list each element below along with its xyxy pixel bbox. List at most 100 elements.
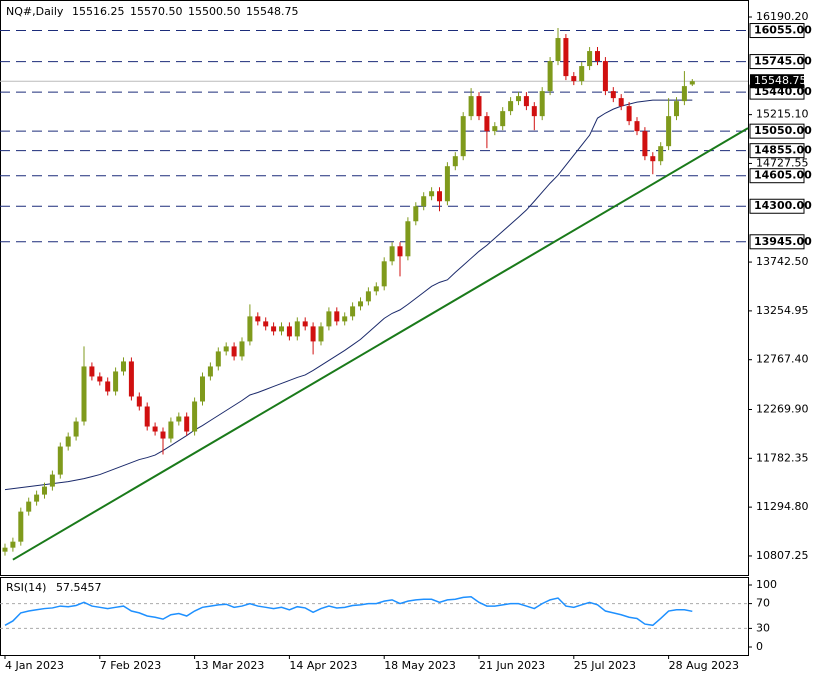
- candle-body: [34, 494, 40, 502]
- candle-body: [587, 51, 593, 67]
- y-tick-label: 15215.10: [756, 108, 809, 121]
- candle-body: [452, 156, 458, 167]
- level-label-box: [749, 123, 805, 139]
- candle-body: [539, 91, 545, 117]
- candle-body: [73, 421, 79, 437]
- y-tick-label: 13254.95: [756, 304, 809, 317]
- y-tick-label: 12269.90: [756, 403, 809, 416]
- x-tick-label: 13 Mar 2023: [195, 659, 265, 672]
- candle-body: [579, 66, 585, 82]
- candle-body: [523, 96, 529, 107]
- candle-body: [42, 486, 47, 495]
- candle-body: [413, 206, 419, 222]
- candle-body: [271, 326, 277, 332]
- candle-body: [255, 316, 261, 322]
- x-tick-label: 25 Jul 2023: [574, 659, 636, 672]
- candle-body: [547, 61, 553, 92]
- rsi-tick-label: 70: [756, 597, 770, 610]
- moving-average: [4, 99, 693, 491]
- x-tick-label: 14 Apr 2023: [289, 659, 357, 672]
- candle-body: [184, 416, 190, 432]
- rsi-value: 57.5457: [56, 581, 102, 594]
- candle-body: [460, 116, 466, 157]
- level-label-box: [749, 234, 805, 250]
- candle-body: [57, 446, 63, 475]
- candle-body: [200, 376, 205, 402]
- candle-body: [602, 61, 608, 92]
- trendline: [12, 127, 749, 561]
- candle-body: [674, 101, 679, 117]
- candle-body: [634, 121, 640, 132]
- x-tick-label: 4 Jan 2023: [5, 659, 64, 672]
- candle-body: [334, 311, 340, 322]
- candle-body: [444, 166, 450, 202]
- x-tick-label: 18 May 2023: [384, 659, 456, 672]
- level-label-box: [749, 198, 805, 214]
- y-tick-label: 11294.80: [756, 500, 809, 513]
- candle-body: [681, 86, 687, 102]
- candle-body: [286, 326, 292, 337]
- candle-body: [358, 301, 363, 307]
- price-panel: [0, 0, 749, 576]
- candle-body: [49, 474, 55, 487]
- level-label: 14605.00: [754, 169, 812, 182]
- candle-body: [144, 406, 150, 427]
- level-label: 14300.00: [754, 199, 812, 212]
- candle-body: [263, 321, 269, 327]
- candle-body: [105, 381, 111, 392]
- y-tick-label: 14727.55: [756, 156, 809, 169]
- rsi-tick-label: 100: [756, 578, 777, 591]
- candle-body: [231, 346, 237, 357]
- candle-body: [571, 76, 577, 82]
- level-label: 15440.00: [754, 85, 812, 98]
- candle-body: [10, 541, 16, 548]
- current-price-label: 15548.75: [754, 74, 807, 87]
- candle-body: [666, 116, 672, 147]
- candle-body: [405, 221, 411, 257]
- level-label-box: [749, 54, 805, 70]
- candle-body: [484, 116, 490, 132]
- candle-body: [326, 311, 332, 327]
- candle-body: [302, 321, 308, 327]
- y-tick-label: 11782.35: [756, 451, 809, 464]
- candle-body: [492, 126, 498, 132]
- level-label: 16055.00: [754, 24, 812, 37]
- candle-body: [342, 316, 348, 322]
- candle-body: [81, 366, 87, 422]
- candle-body: [207, 366, 213, 377]
- candle-body: [397, 246, 403, 257]
- candle-body: [247, 316, 253, 342]
- candle-body: [215, 351, 221, 367]
- candle-body: [555, 38, 561, 62]
- candle-body: [500, 111, 506, 127]
- candle-body: [350, 306, 356, 317]
- rsi-panel: [0, 577, 749, 656]
- candle-body: [294, 321, 300, 337]
- candle-body: [2, 547, 8, 552]
- candle-body: [563, 38, 569, 77]
- candle-body: [618, 98, 624, 107]
- candle-body: [121, 361, 126, 372]
- candle-body: [468, 96, 474, 117]
- candle-body: [429, 191, 435, 197]
- candle-body: [531, 106, 537, 117]
- candle-body: [650, 156, 656, 162]
- candle-body: [168, 421, 174, 439]
- rsi-tick-label: 0: [756, 640, 763, 653]
- ohlc-low: 15500.50: [188, 5, 241, 18]
- rsi-line: [4, 596, 693, 627]
- candle-body: [365, 291, 371, 302]
- candle-body: [18, 511, 24, 542]
- y-tick-label: 10807.25: [756, 549, 809, 562]
- candle-body: [610, 91, 616, 99]
- level-label-box: [749, 168, 805, 184]
- candle-body: [192, 401, 198, 432]
- candle-body: [516, 96, 521, 102]
- candle-body: [658, 146, 664, 162]
- candle-body: [136, 396, 142, 407]
- candle-body: [381, 261, 387, 287]
- symbol: NQ#,Daily: [6, 5, 64, 18]
- candle-body: [239, 341, 245, 357]
- candle-body: [279, 326, 284, 332]
